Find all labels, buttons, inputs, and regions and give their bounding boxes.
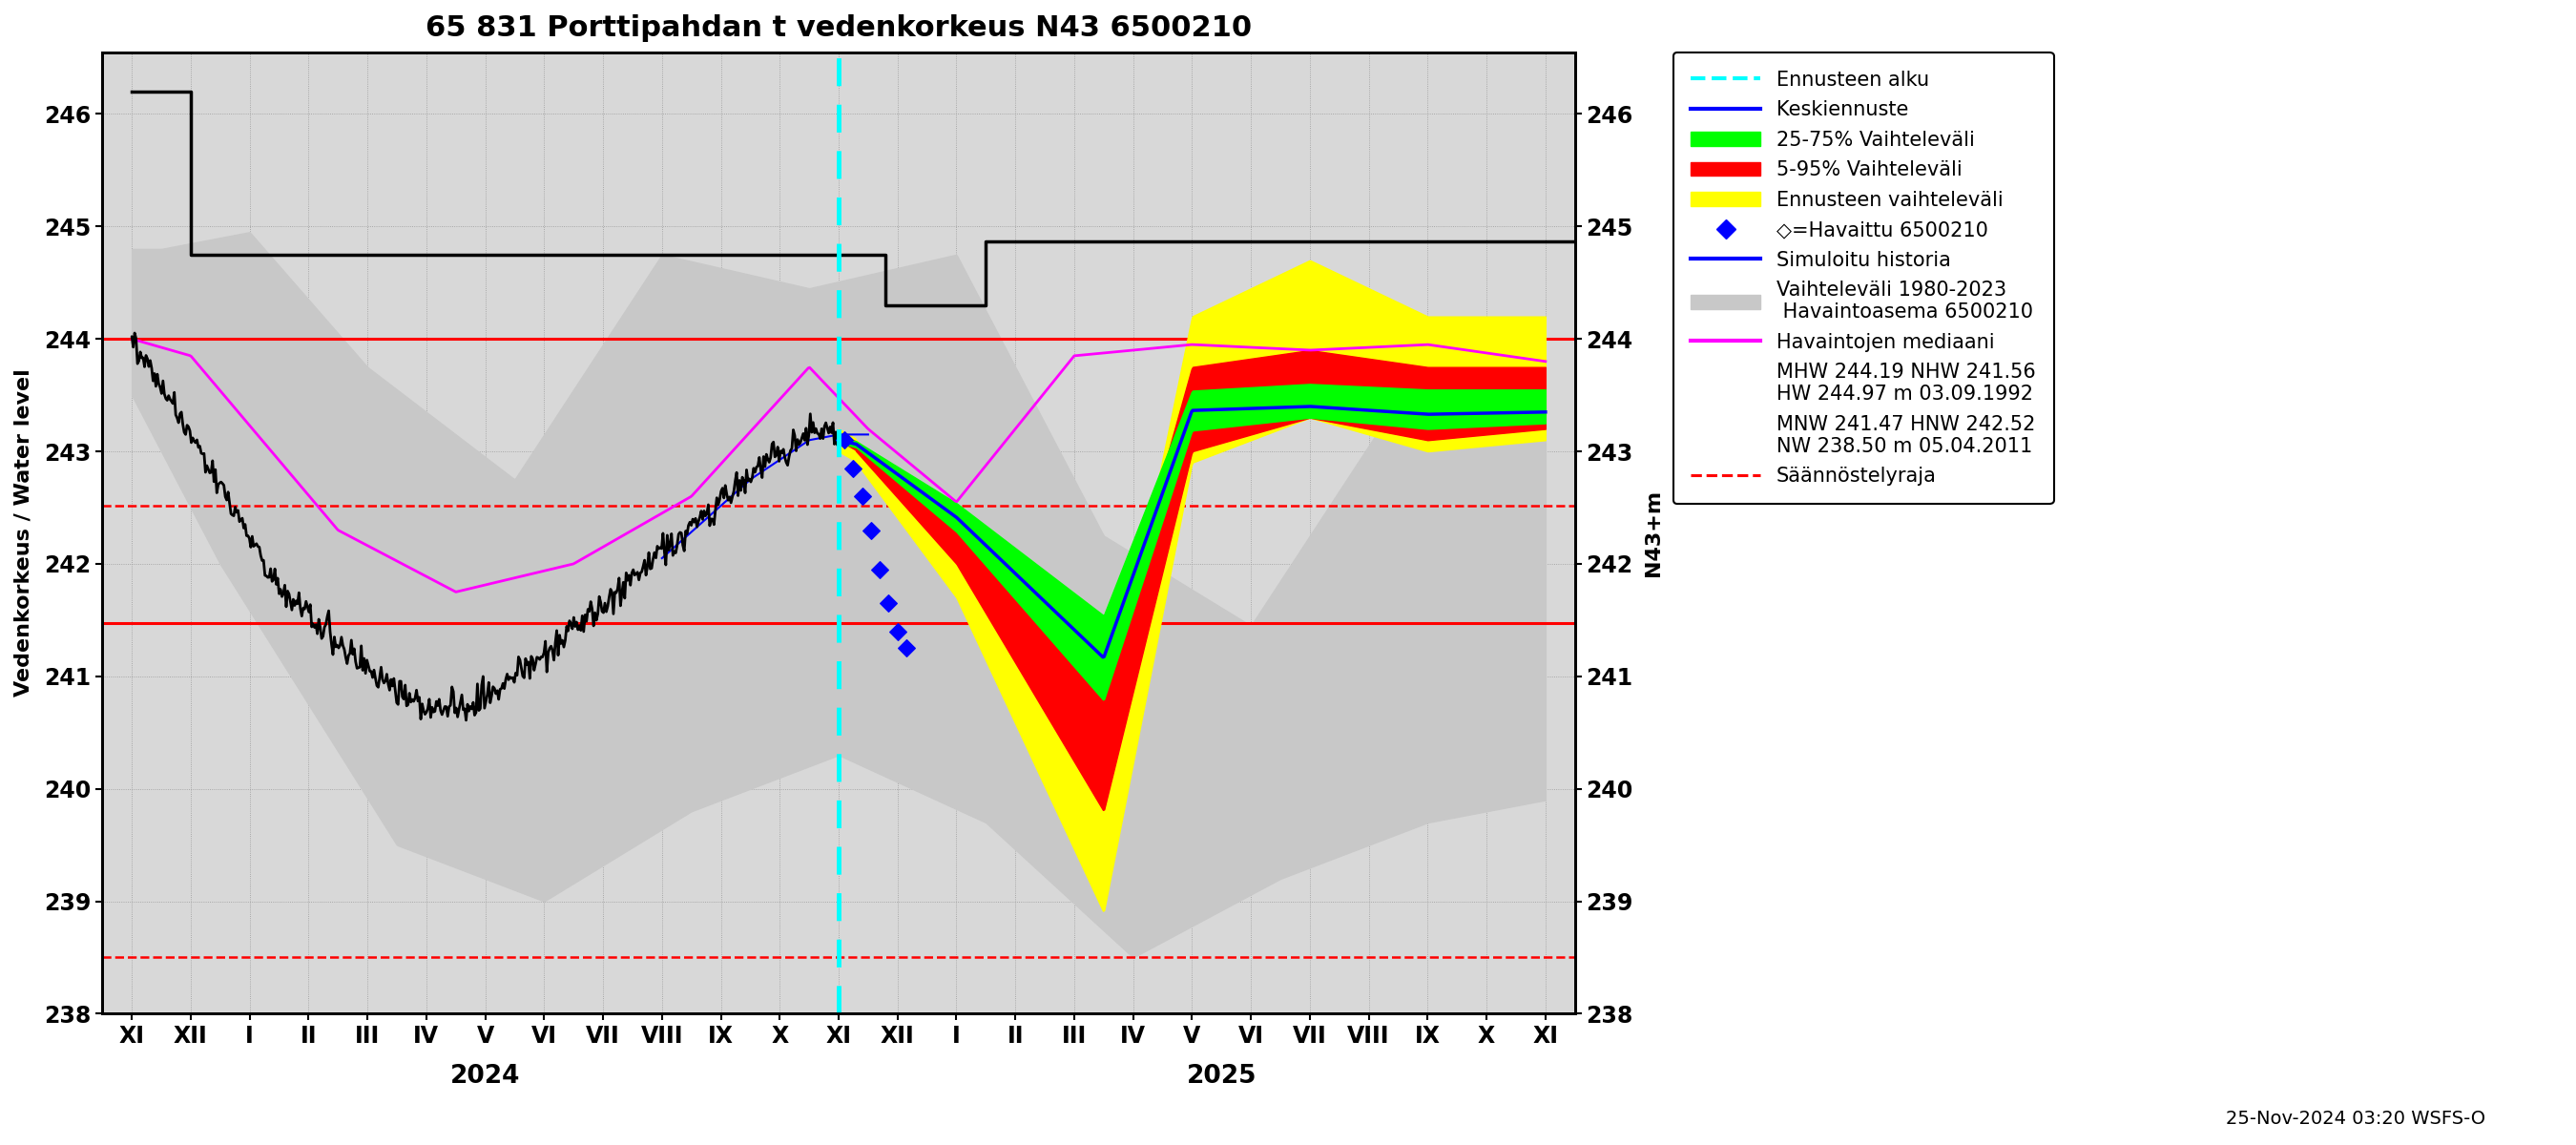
Point xyxy=(886,639,927,657)
Legend: Ennusteen alku, Keskiennuste, 25-75% Vaihteleväli, 5-95% Vaihteleväli, Ennusteen: Ennusteen alku, Keskiennuste, 25-75% Vai… xyxy=(1674,53,2053,504)
Point xyxy=(868,594,909,613)
Title: 65 831 Porttipahdan t vedenkorkeus N43 6500210: 65 831 Porttipahdan t vedenkorkeus N43 6… xyxy=(425,14,1252,42)
Point xyxy=(824,431,866,449)
Point xyxy=(850,521,891,539)
Text: 25-Nov-2024 03:20 WSFS-O: 25-Nov-2024 03:20 WSFS-O xyxy=(2226,1110,2486,1128)
Point xyxy=(832,459,873,477)
Y-axis label: Vedenkorkeus / Water level: Vedenkorkeus / Water level xyxy=(15,369,33,697)
Y-axis label: N43+m: N43+m xyxy=(1643,489,1664,576)
Text: 2024: 2024 xyxy=(451,1065,520,1089)
Point xyxy=(860,560,902,578)
Text: 2025: 2025 xyxy=(1188,1065,1257,1089)
Point xyxy=(876,622,917,640)
Point xyxy=(842,488,884,506)
